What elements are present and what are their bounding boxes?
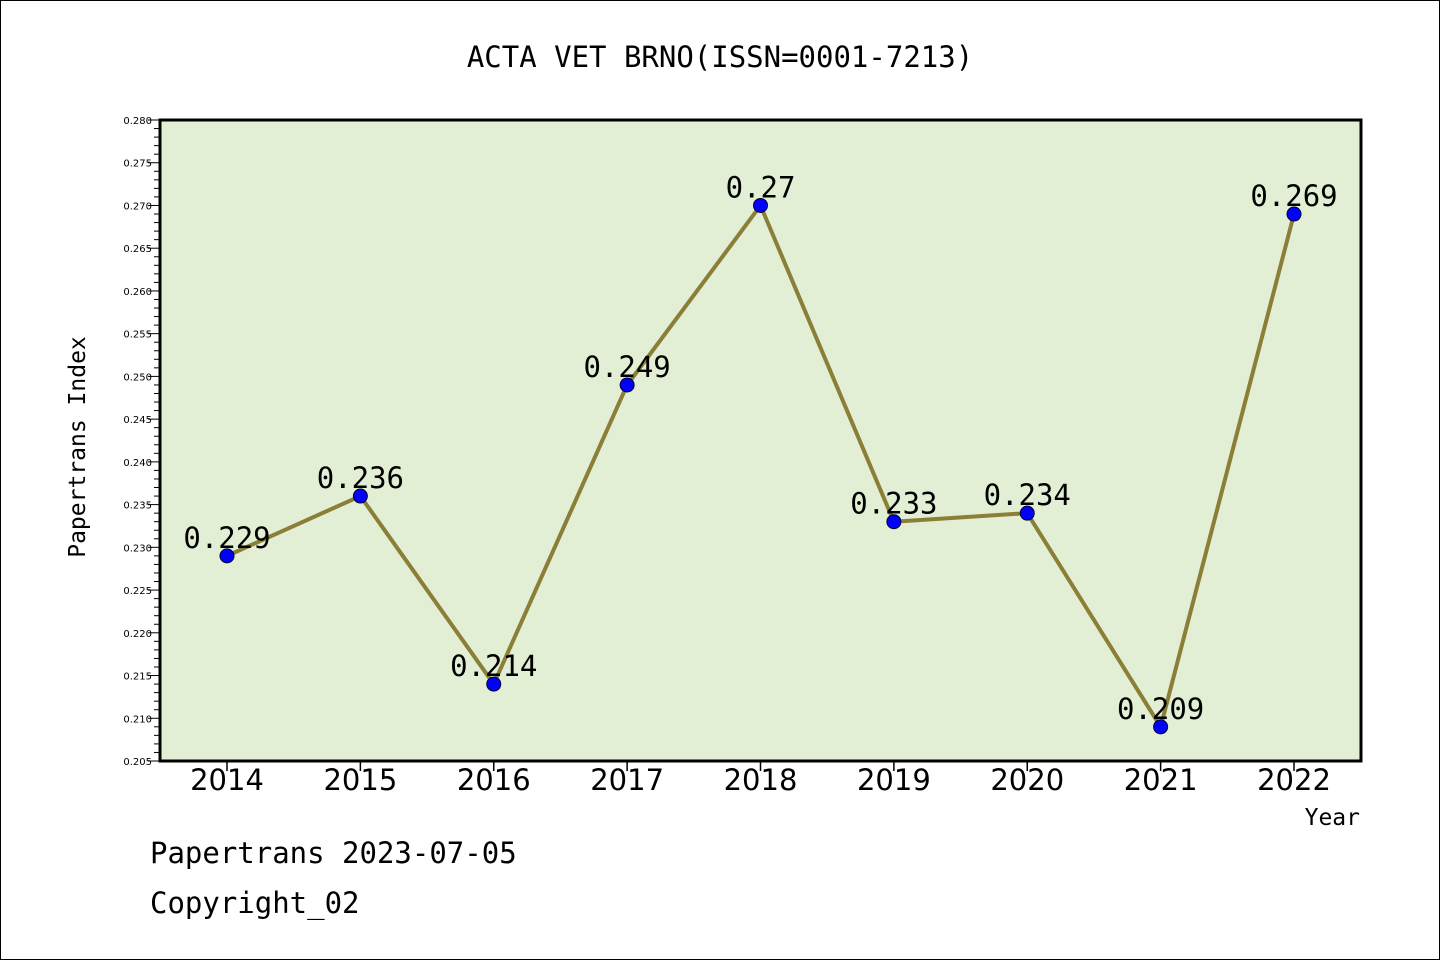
x-axis-label: Year xyxy=(1305,805,1360,831)
plot-area xyxy=(158,118,1363,763)
y-tick-label: 0.245 xyxy=(123,415,152,426)
x-tick-label: 2018 xyxy=(724,763,798,797)
y-tick-label: 0.260 xyxy=(123,287,152,298)
y-tick-label: 0.235 xyxy=(123,501,152,512)
y-tick-label: 0.230 xyxy=(123,543,152,554)
data-point-marker xyxy=(886,514,902,530)
x-tick-label: 2017 xyxy=(590,763,664,797)
data-label: 0.229 xyxy=(183,521,270,555)
y-tick-label: 0.250 xyxy=(123,372,152,383)
x-tick-label: 2021 xyxy=(1124,763,1198,797)
y-tick-label: 0.275 xyxy=(123,159,152,170)
data-point-marker xyxy=(1153,719,1169,735)
y-tick-label: 0.225 xyxy=(123,586,152,597)
y-axis: 0.205 0.210 0.215 0.220 0.225 0.230 0.235 0.240… xyxy=(123,116,160,768)
data-label: 0.234 xyxy=(984,478,1071,512)
y-tick-label: 0.205 xyxy=(123,757,152,768)
data-label: 0.269 xyxy=(1250,179,1337,213)
y-tick-label: 0.220 xyxy=(123,629,152,640)
y-tick-label: 0.215 xyxy=(123,672,152,683)
data-label: 0.209 xyxy=(1117,692,1204,726)
y-tick-label: 0.240 xyxy=(123,458,152,469)
x-tick-label: 2015 xyxy=(323,763,397,797)
chart-title: ACTA VET BRNO(ISSN=0001-7213) xyxy=(467,40,973,74)
data-point-marker xyxy=(352,488,368,504)
x-tick-label: 2020 xyxy=(990,763,1064,797)
x-tick-label: 2019 xyxy=(857,763,931,797)
x-tick-label: 2014 xyxy=(190,763,264,797)
data-label: 0.249 xyxy=(583,350,670,384)
data-label: 0.27 xyxy=(726,170,796,204)
data-point-marker xyxy=(753,197,768,213)
data-label: 0.233 xyxy=(850,487,937,521)
y-tick-label: 0.280 xyxy=(123,116,152,127)
data-label: 0.214 xyxy=(450,649,537,683)
data-point-marker xyxy=(1286,206,1302,222)
data-label: 0.236 xyxy=(317,461,404,495)
x-tick-label: 2016 xyxy=(457,763,531,797)
y-tick-label: 0.210 xyxy=(123,714,152,725)
y-tick-label: 0.255 xyxy=(123,330,152,341)
data-point-marker xyxy=(619,377,635,393)
footer-date-text: Papertrans 2023-07-05 xyxy=(150,836,517,870)
y-tick-label: 0.270 xyxy=(123,201,152,212)
footer-copyright-text: Copyright_02 xyxy=(150,886,360,920)
data-point-marker xyxy=(219,548,235,564)
data-point-marker xyxy=(1019,505,1035,521)
x-axis: 2014 2015 2016 2017 2018 2019 2020 2021 2022 xyxy=(190,761,1331,797)
x-tick-label: 2022 xyxy=(1257,763,1331,797)
data-point-marker xyxy=(486,676,502,692)
y-axis-label: Papertrans Index xyxy=(65,336,91,558)
series-group: 0.229 0.236 0.214 0.249 0.27 0.233 0.234 0.209 0… xyxy=(183,170,1338,735)
y-tick-label: 0.265 xyxy=(123,244,152,255)
